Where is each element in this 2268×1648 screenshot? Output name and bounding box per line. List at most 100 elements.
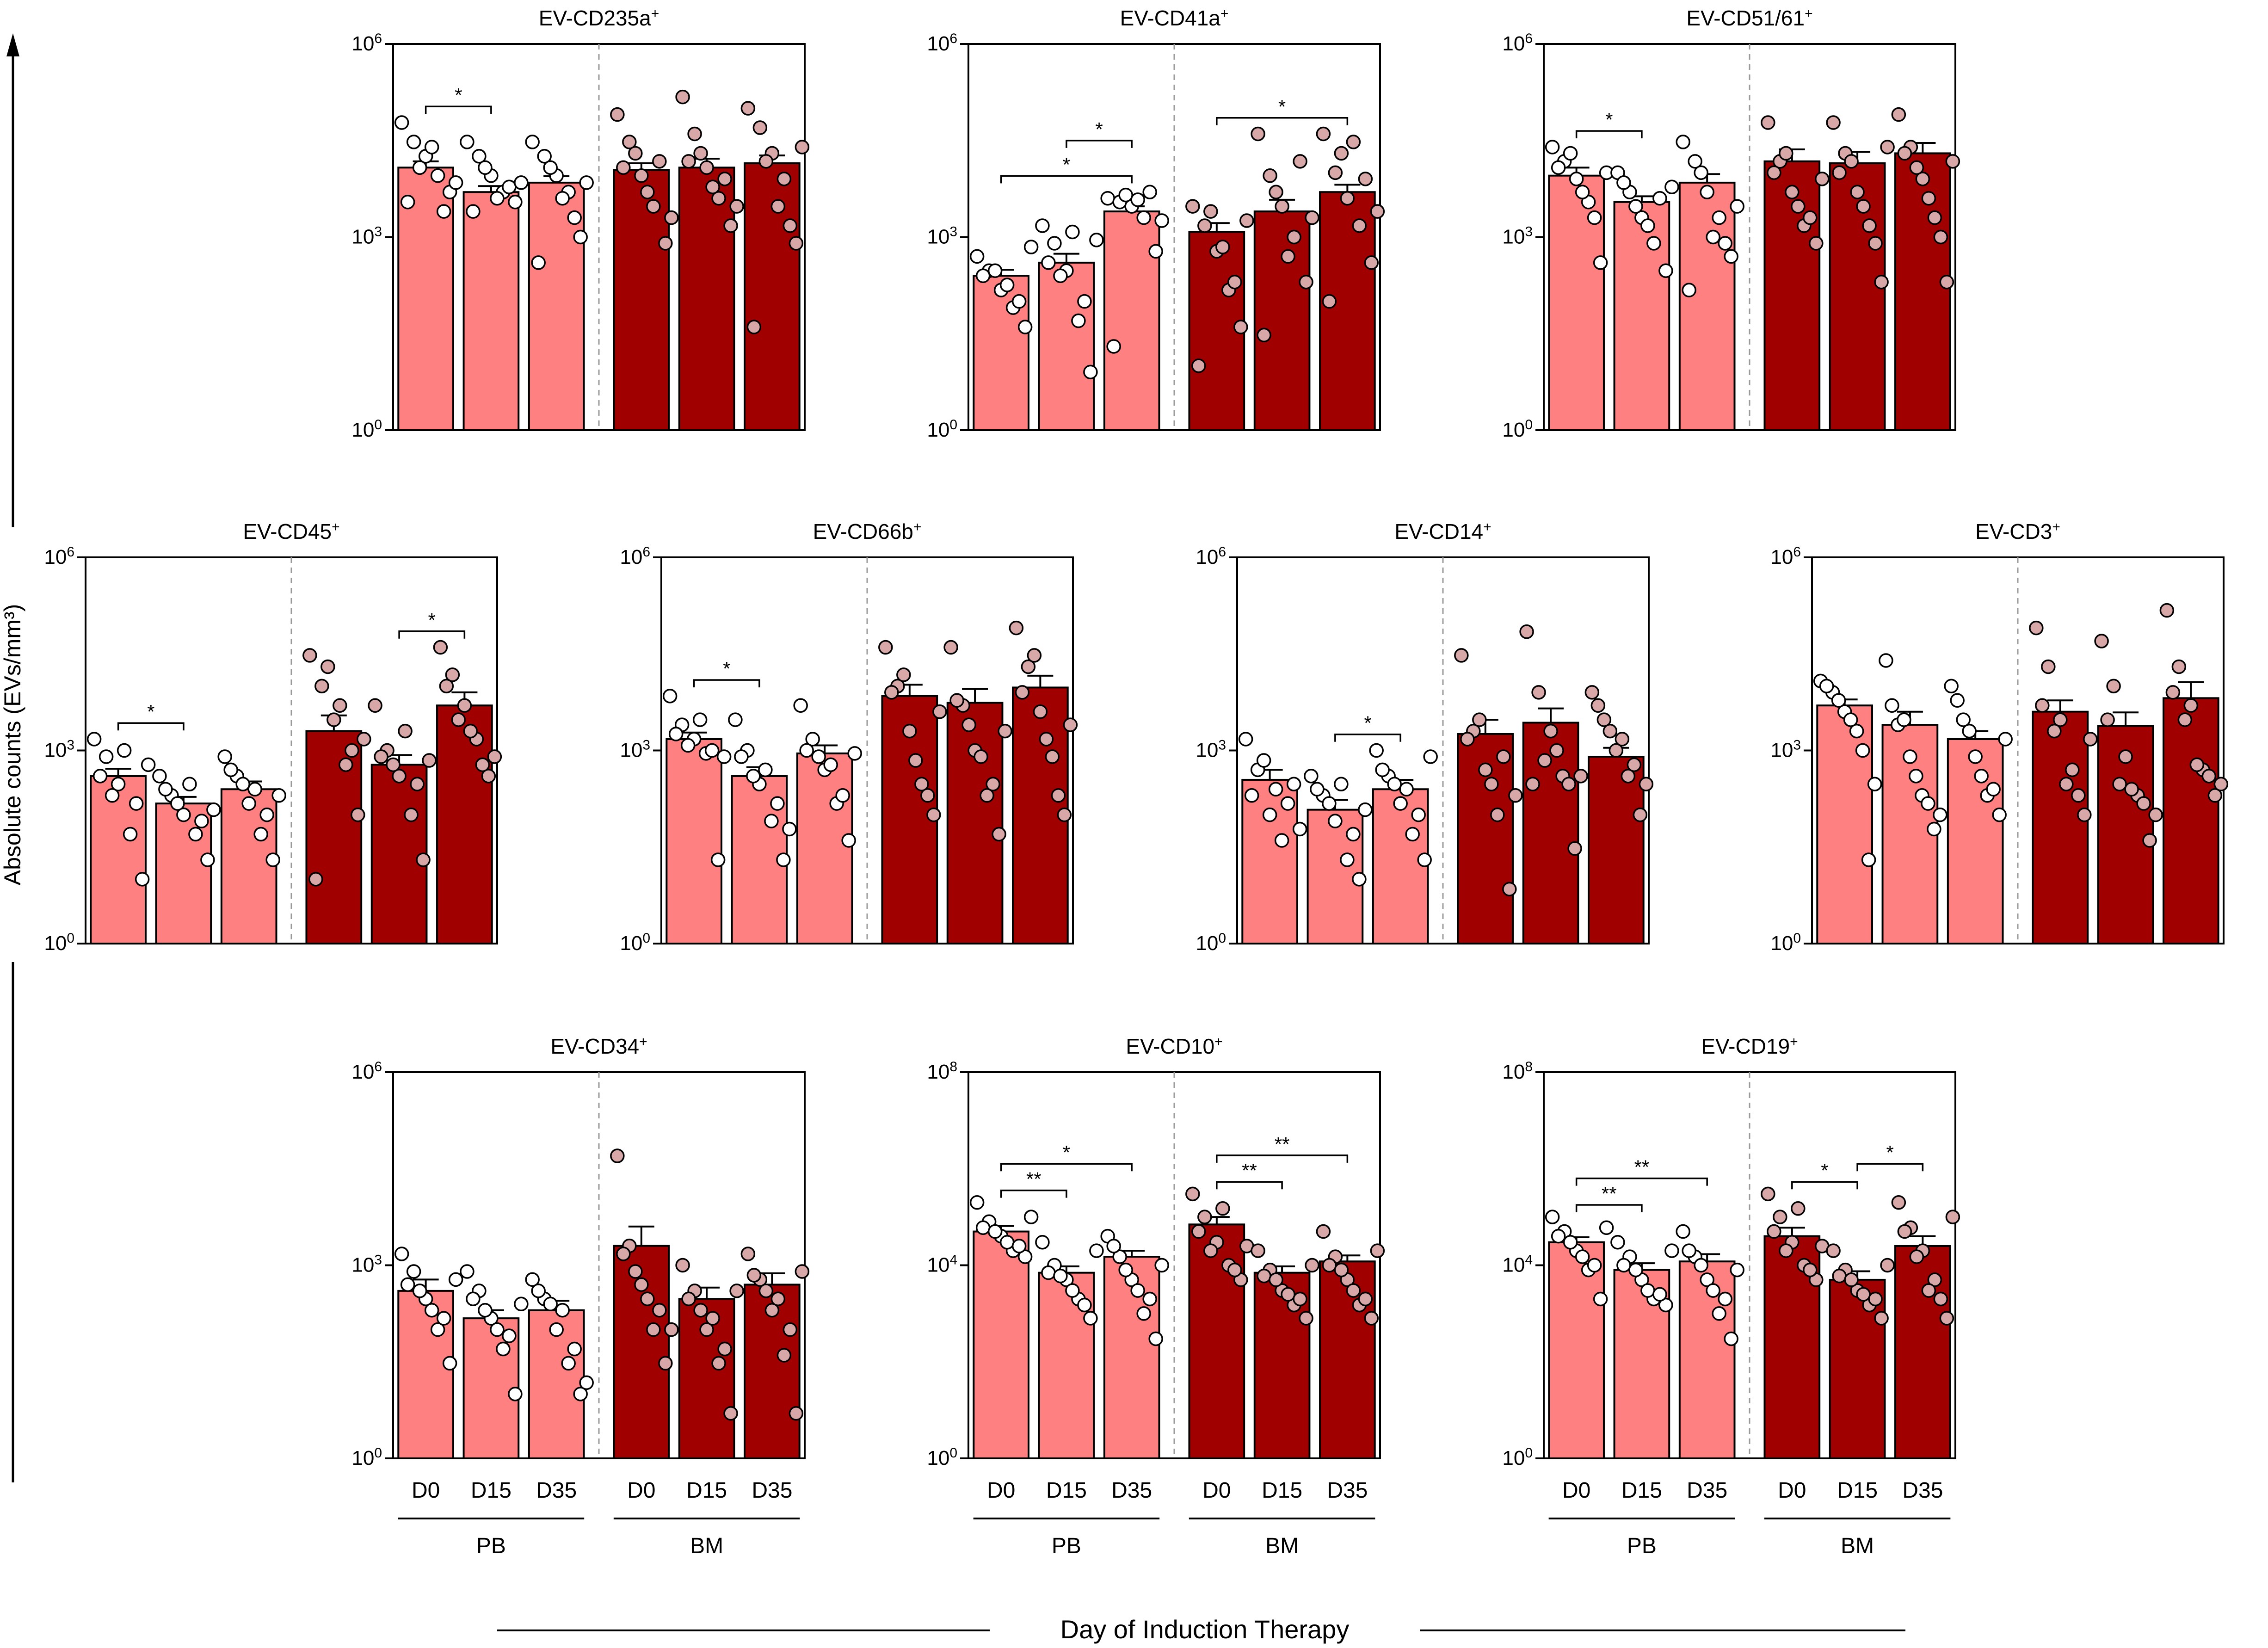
data-point bbox=[333, 698, 347, 713]
data-point bbox=[1423, 749, 1438, 764]
data-point bbox=[1490, 807, 1505, 822]
data-point bbox=[646, 1322, 661, 1337]
y-tick-label: 100 bbox=[927, 1445, 957, 1470]
data-point bbox=[2136, 796, 2151, 811]
significance-label: * bbox=[1364, 712, 1371, 734]
data-point bbox=[392, 769, 407, 784]
significance-bracket bbox=[1575, 130, 1643, 139]
data-point bbox=[422, 753, 437, 768]
data-point bbox=[2118, 749, 2133, 764]
data-point bbox=[2065, 762, 2080, 778]
significance-label: ** bbox=[1026, 1168, 1042, 1190]
data-point bbox=[902, 723, 917, 739]
data-point bbox=[782, 821, 797, 837]
data-point bbox=[1992, 807, 2007, 822]
data-point bbox=[1057, 807, 1072, 822]
data-point bbox=[579, 175, 594, 190]
data-point bbox=[1628, 199, 1643, 214]
data-point bbox=[652, 1303, 667, 1318]
data-point bbox=[1375, 762, 1390, 778]
data-point bbox=[308, 872, 323, 887]
data-point bbox=[1779, 1243, 1793, 1258]
data-point bbox=[1862, 218, 1877, 233]
group-label: BM bbox=[1841, 1534, 1874, 1558]
data-point bbox=[634, 1277, 649, 1292]
data-point bbox=[1112, 1249, 1127, 1264]
data-point bbox=[1053, 1268, 1068, 1284]
data-point bbox=[525, 1272, 540, 1287]
data-point bbox=[986, 777, 1000, 792]
data-point bbox=[1021, 659, 1036, 674]
y-tick-label: 108 bbox=[927, 1059, 957, 1084]
data-point bbox=[1639, 777, 1654, 792]
data-point bbox=[693, 146, 708, 161]
bar bbox=[436, 704, 493, 944]
data-point bbox=[1191, 1224, 1206, 1239]
data-point bbox=[717, 172, 732, 186]
data-point bbox=[1322, 294, 1337, 309]
panel-title: EV-CD45+ bbox=[243, 519, 339, 544]
data-point bbox=[386, 757, 401, 772]
bar bbox=[1894, 1245, 1951, 1460]
data-point bbox=[531, 1284, 546, 1298]
data-point bbox=[652, 154, 667, 169]
data-point bbox=[567, 210, 582, 225]
data-point bbox=[1593, 255, 1608, 270]
data-point bbox=[1944, 679, 1959, 694]
significance-bracket bbox=[1000, 1189, 1067, 1198]
data-point bbox=[1227, 1262, 1242, 1278]
data-point bbox=[400, 195, 415, 210]
data-point bbox=[811, 749, 826, 764]
significance-label: * bbox=[147, 701, 154, 722]
x-tick-label: D15 bbox=[1262, 1478, 1302, 1503]
data-point bbox=[1203, 204, 1218, 219]
data-point bbox=[2035, 698, 2050, 713]
data-point bbox=[1676, 1224, 1690, 1239]
data-point bbox=[610, 107, 625, 122]
significance-bracket bbox=[1216, 1181, 1283, 1190]
data-point bbox=[502, 1328, 517, 1343]
data-point bbox=[448, 175, 463, 190]
data-point bbox=[1035, 1234, 1050, 1250]
panel-title: EV-CD235a+ bbox=[539, 6, 659, 31]
data-point bbox=[129, 796, 144, 811]
data-point bbox=[1358, 1291, 1373, 1307]
significance-bracket bbox=[1791, 1181, 1858, 1190]
data-point bbox=[327, 712, 341, 727]
y-tick-label: 103 bbox=[1196, 737, 1226, 762]
data-point bbox=[974, 749, 988, 764]
data-point bbox=[1142, 185, 1157, 199]
data-point bbox=[999, 278, 1015, 292]
data-point bbox=[1136, 1306, 1151, 1321]
data-point bbox=[2041, 659, 2056, 674]
bar bbox=[1103, 1256, 1160, 1459]
data-point bbox=[770, 1291, 786, 1307]
data-point bbox=[1575, 1249, 1590, 1264]
data-point bbox=[723, 1406, 738, 1421]
data-point bbox=[99, 749, 114, 764]
data-point bbox=[681, 154, 696, 169]
x-tick-label: D0 bbox=[1562, 1478, 1590, 1503]
data-point bbox=[1154, 213, 1169, 228]
data-point bbox=[466, 1291, 481, 1307]
data-point bbox=[1561, 777, 1576, 792]
data-point bbox=[1664, 1243, 1679, 1258]
data-point bbox=[777, 172, 792, 186]
data-point bbox=[1874, 275, 1889, 290]
data-point bbox=[795, 1264, 810, 1279]
data-point bbox=[406, 1264, 421, 1279]
data-point bbox=[567, 1341, 582, 1357]
data-point bbox=[1268, 782, 1283, 797]
data-point bbox=[1590, 698, 1606, 713]
data-point bbox=[2183, 698, 2199, 713]
data-point bbox=[1405, 827, 1420, 842]
bar bbox=[2163, 697, 2219, 944]
x-tick-label: D35 bbox=[536, 1478, 577, 1503]
data-point bbox=[1718, 236, 1732, 251]
data-point bbox=[394, 115, 409, 130]
group-label: PB bbox=[476, 1534, 506, 1558]
x-tick-label: D35 bbox=[1687, 1478, 1727, 1503]
data-point bbox=[573, 1387, 588, 1401]
data-point bbox=[400, 1277, 415, 1292]
y-tick-label: 100 bbox=[1502, 417, 1533, 442]
